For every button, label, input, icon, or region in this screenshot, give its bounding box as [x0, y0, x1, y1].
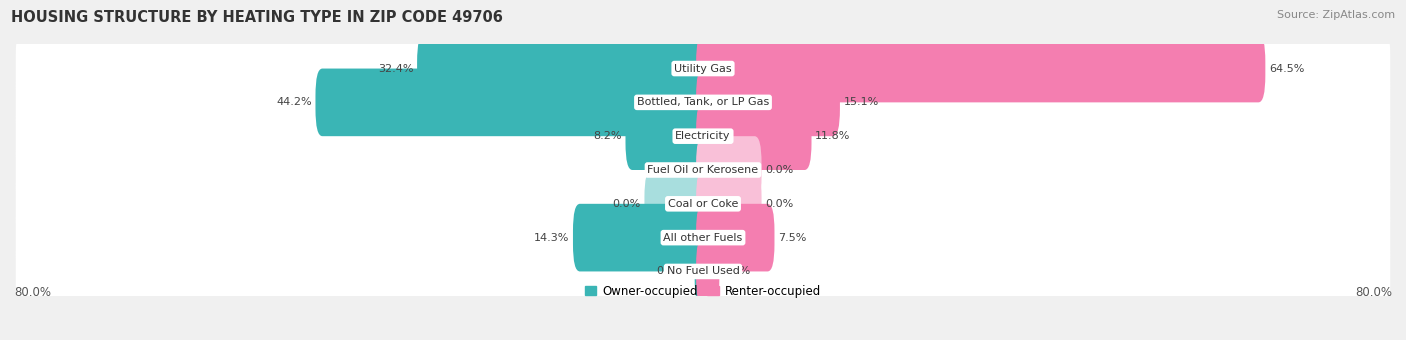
FancyBboxPatch shape	[15, 95, 1391, 177]
FancyBboxPatch shape	[418, 35, 710, 102]
Text: All other Fuels: All other Fuels	[664, 233, 742, 243]
Text: 0.0%: 0.0%	[765, 165, 793, 175]
Legend: Owner-occupied, Renter-occupied: Owner-occupied, Renter-occupied	[579, 280, 827, 303]
Text: 0.0%: 0.0%	[765, 199, 793, 209]
Text: Coal or Coke: Coal or Coke	[668, 199, 738, 209]
Text: Utility Gas: Utility Gas	[675, 64, 731, 73]
FancyBboxPatch shape	[574, 204, 710, 271]
Text: 64.5%: 64.5%	[1268, 64, 1305, 73]
Text: 14.3%: 14.3%	[534, 233, 569, 243]
Text: Source: ZipAtlas.com: Source: ZipAtlas.com	[1277, 10, 1395, 20]
Text: 8.2%: 8.2%	[593, 131, 621, 141]
FancyBboxPatch shape	[696, 170, 762, 238]
Text: 44.2%: 44.2%	[277, 97, 312, 107]
Text: 32.4%: 32.4%	[378, 64, 413, 73]
Text: 15.1%: 15.1%	[844, 97, 879, 107]
Text: Bottled, Tank, or LP Gas: Bottled, Tank, or LP Gas	[637, 97, 769, 107]
Text: Fuel Oil or Kerosene: Fuel Oil or Kerosene	[647, 165, 759, 175]
FancyBboxPatch shape	[696, 69, 839, 136]
FancyBboxPatch shape	[15, 62, 1391, 143]
FancyBboxPatch shape	[315, 69, 710, 136]
FancyBboxPatch shape	[15, 163, 1391, 245]
FancyBboxPatch shape	[696, 35, 1265, 102]
FancyBboxPatch shape	[695, 238, 710, 305]
FancyBboxPatch shape	[696, 102, 811, 170]
Text: 1.1%: 1.1%	[723, 267, 751, 276]
FancyBboxPatch shape	[696, 136, 762, 204]
Text: No Fuel Used: No Fuel Used	[666, 267, 740, 276]
Text: Electricity: Electricity	[675, 131, 731, 141]
Text: 0.17%: 0.17%	[655, 267, 692, 276]
FancyBboxPatch shape	[626, 102, 710, 170]
FancyBboxPatch shape	[696, 238, 720, 305]
Text: 80.0%: 80.0%	[14, 286, 51, 299]
Text: 11.8%: 11.8%	[815, 131, 851, 141]
FancyBboxPatch shape	[15, 197, 1391, 278]
Text: 0.81%: 0.81%	[651, 165, 686, 175]
Text: 80.0%: 80.0%	[1355, 286, 1392, 299]
FancyBboxPatch shape	[15, 129, 1391, 211]
Text: HOUSING STRUCTURE BY HEATING TYPE IN ZIP CODE 49706: HOUSING STRUCTURE BY HEATING TYPE IN ZIP…	[11, 10, 503, 25]
Text: 0.0%: 0.0%	[613, 199, 641, 209]
FancyBboxPatch shape	[689, 136, 710, 204]
FancyBboxPatch shape	[696, 204, 775, 271]
FancyBboxPatch shape	[15, 231, 1391, 312]
FancyBboxPatch shape	[15, 28, 1391, 109]
Text: 7.5%: 7.5%	[778, 233, 806, 243]
FancyBboxPatch shape	[644, 170, 710, 238]
